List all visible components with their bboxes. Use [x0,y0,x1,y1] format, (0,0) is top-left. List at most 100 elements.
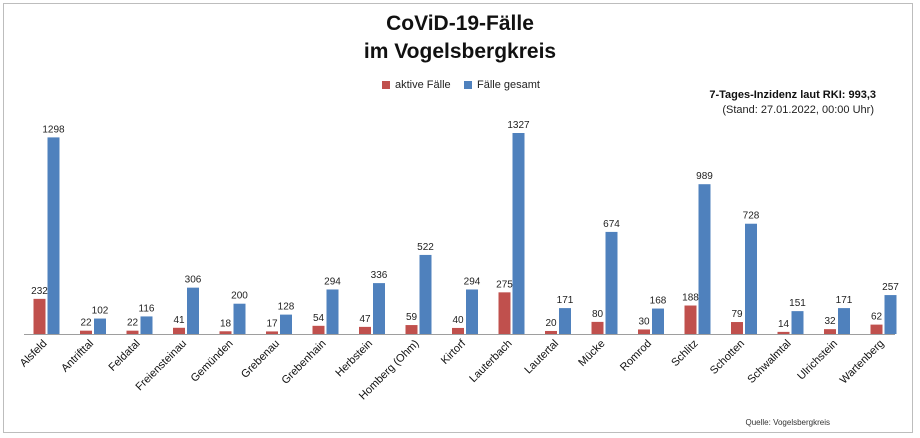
data-label-aktive: 40 [452,315,464,326]
data-label-aktive: 80 [592,309,604,320]
x-tick-label: Mücke [576,338,607,369]
data-label-gesamt: 989 [696,171,713,182]
bar-gesamt [791,311,804,334]
bar-gesamt [838,308,850,334]
data-label-gesamt: 728 [743,211,760,222]
x-tick-label: Herbstein [333,338,375,380]
x-tick-label: Kirtorf [439,337,469,367]
data-label-aktive: 30 [638,316,650,327]
bar-gesamt [559,308,571,334]
bar-aktive [731,322,743,334]
data-label-aktive: 188 [682,293,699,304]
x-tick-label: Lauterbach [467,338,514,385]
data-label-gesamt: 1327 [507,120,530,131]
bar-aktive [266,331,278,334]
chart-title-line-1: CoViD-19-Fälle [386,12,534,35]
chart-title-line-2: im Vogelsbergkreis [363,40,557,63]
bar-gesamt [745,223,757,334]
x-tick-label: Antrifttal [59,338,96,375]
bar-aktive [638,329,650,334]
source-note: Quelle: Vogelsbergkreis [745,418,831,427]
x-tick-label: Grebenau [239,338,282,381]
bar-aktive [80,330,92,334]
bar-gesamt [419,254,432,334]
data-label-aktive: 20 [545,318,557,329]
bar-aktive [452,327,464,334]
data-label-aktive: 17 [266,318,278,329]
bar-aktive [591,321,604,334]
bar-gesamt [140,316,153,334]
legend-label-aktive: aktive Fälle [395,79,451,91]
data-label-aktive: 22 [127,318,139,329]
legend-swatch-aktive [382,81,390,89]
legend-swatch-gesamt [464,81,472,89]
data-label-aktive: 47 [359,314,371,325]
bar-aktive [33,298,46,334]
bar-gesamt [280,314,292,334]
bar-aktive [777,331,790,334]
data-label-gesamt: 128 [278,302,295,313]
chart-frame [3,3,913,433]
bar-gesamt [884,295,897,334]
x-tick-label: Grebenhain [279,338,328,387]
data-label-gesamt: 674 [603,219,620,230]
data-label-aktive: 41 [173,315,185,326]
legend-item-aktive: aktive Fälle [382,79,451,91]
bar-gesamt [652,308,664,334]
data-label-aktive: 59 [406,312,418,323]
x-tick-label: Feldatal [106,338,142,374]
data-label-aktive: 54 [313,313,325,324]
data-label-aktive: 79 [731,309,743,320]
data-label-aktive: 22 [80,318,92,329]
data-label-aktive: 232 [31,286,48,297]
data-label-gesamt: 306 [185,275,202,286]
bar-aktive [312,325,325,334]
bar-aktive [498,292,511,334]
bar-gesamt [605,231,618,334]
legend-item-gesamt: Fälle gesamt [464,79,540,91]
data-label-gesamt: 171 [557,295,574,306]
data-label-gesamt: 116 [139,303,155,314]
data-label-aktive: 14 [778,319,790,330]
bar-gesamt [47,137,60,334]
data-label-aktive: 32 [824,316,836,327]
data-label-gesamt: 168 [650,296,667,307]
x-tick-label: Schlitz [669,338,700,369]
data-label-aktive: 275 [496,279,513,290]
bar-gesamt [373,283,385,334]
bar-aktive [684,305,697,334]
data-label-gesamt: 294 [324,276,341,287]
data-label-gesamt: 336 [371,270,388,281]
x-tick-label: Gemünden [189,338,236,385]
data-label-gesamt: 294 [464,276,481,287]
x-tick-label: Alsfeld [18,338,50,370]
x-tick-label: Wartenberg [838,338,887,387]
bar-gesamt [233,303,246,334]
bar-aktive [126,330,139,334]
bar-aktive [824,329,836,334]
x-tick-label: Schwalmtal [745,338,793,386]
status-note: (Stand: 27.01.2022, 00:00 Uhr) [722,104,874,116]
x-tick-label: Romrod [618,338,654,374]
bar-aktive [545,330,557,334]
bar-gesamt [512,133,525,334]
data-label-gesamt: 151 [789,298,806,309]
data-label-gesamt: 257 [882,282,899,293]
bar-aktive [359,326,371,334]
data-label-gesamt: 171 [836,295,853,306]
bar-gesamt [466,289,478,334]
bar-gesamt [94,318,106,334]
bar-aktive [870,324,883,334]
data-label-aktive: 62 [871,312,883,323]
bar-aktive [405,325,418,334]
legend-label-gesamt: Fälle gesamt [477,79,540,91]
bar-gesamt [187,287,199,334]
bar-gesamt [326,289,339,334]
x-tick-label: Ulrichstein [795,338,840,383]
data-label-gesamt: 102 [92,306,109,317]
bar-aktive [173,327,185,334]
data-label-gesamt: 200 [231,291,248,302]
incidence-note: 7-Tages-Inzidenz laut RKI: 993,3 [709,89,876,101]
bar-aktive [219,331,232,334]
